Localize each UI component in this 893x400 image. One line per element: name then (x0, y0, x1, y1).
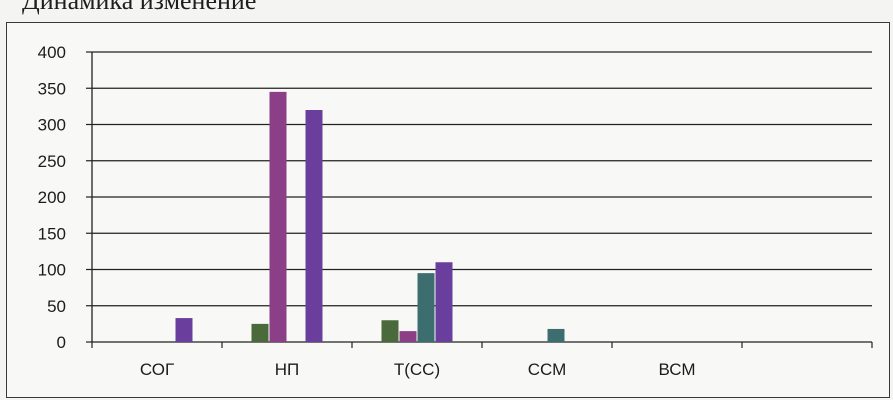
x-tick-label: НП (275, 360, 300, 379)
x-tick-label: Т(СС) (394, 360, 440, 379)
bar (417, 273, 435, 342)
y-tick-label: 350 (38, 79, 66, 98)
y-tick-label: 250 (38, 152, 66, 171)
y-tick-label: 300 (38, 116, 66, 135)
bar (435, 262, 453, 342)
y-tick-label: 100 (38, 261, 66, 280)
bar (547, 328, 565, 342)
y-tick-label: 150 (38, 224, 66, 243)
bar (251, 323, 269, 342)
y-tick-label: 0 (57, 333, 66, 352)
y-tick-label: 200 (38, 188, 66, 207)
chart-caption: Динамика изменение (22, 0, 257, 15)
bar (175, 318, 193, 342)
y-tick-label: 400 (38, 43, 66, 62)
bar (399, 331, 417, 342)
x-tick-label: ВСМ (658, 360, 695, 379)
x-tick-label: ССМ (528, 360, 567, 379)
y-tick-label: 50 (47, 297, 66, 316)
bar (381, 320, 399, 342)
bar (305, 110, 323, 342)
x-tick-label: СОГ (140, 360, 174, 379)
bar (269, 91, 287, 342)
